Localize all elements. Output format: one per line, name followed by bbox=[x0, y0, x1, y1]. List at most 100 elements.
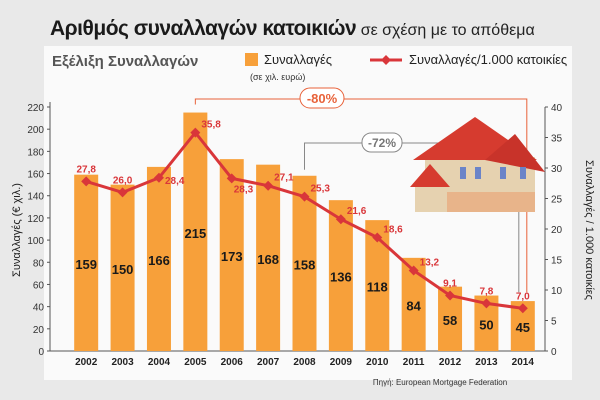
bar-value-label: 168 bbox=[257, 252, 279, 267]
bar bbox=[219, 159, 244, 351]
x-tick-label: 2012 bbox=[439, 357, 462, 368]
y-tick-label: 220 bbox=[27, 103, 44, 114]
bar-value-label: 50 bbox=[479, 317, 493, 332]
y-tick-label: 20 bbox=[33, 325, 45, 336]
line-value-label: 7,0 bbox=[516, 291, 530, 302]
bar-value-label: 158 bbox=[294, 257, 316, 272]
bar-value-label: 45 bbox=[516, 320, 530, 335]
chart-subtitle: Εξέλιξη Συναλλαγών bbox=[52, 53, 198, 70]
annotation-72-bracket bbox=[304, 142, 520, 293]
y-tick-label: 80 bbox=[33, 258, 45, 269]
y-tick-label: 60 bbox=[33, 280, 45, 291]
line-point bbox=[226, 173, 237, 184]
line-value-label: 13,2 bbox=[420, 257, 440, 268]
y-tick-label: 200 bbox=[27, 125, 44, 136]
line-point bbox=[517, 303, 528, 314]
x-tick-label: 2010 bbox=[366, 357, 389, 368]
house-illustration bbox=[410, 117, 545, 212]
x-tick-label: 2013 bbox=[475, 357, 498, 368]
line-point bbox=[408, 265, 419, 276]
bar-value-label: 84 bbox=[406, 298, 421, 313]
x-tick-label: 2014 bbox=[512, 357, 535, 368]
legend-line-marker bbox=[381, 55, 391, 65]
y2-tick-label: 40 bbox=[551, 103, 563, 114]
line-value-label: 35,8 bbox=[201, 120, 221, 131]
bar-value-label: 150 bbox=[112, 262, 134, 277]
x-tick-label: 2009 bbox=[330, 357, 353, 368]
y-axis-label: Συναλλαγές (€ χιλ.) bbox=[11, 183, 23, 277]
y2-tick-label: 5 bbox=[551, 317, 557, 328]
bar-value-label: 215 bbox=[184, 226, 206, 241]
line-point bbox=[190, 127, 201, 138]
line-point bbox=[153, 172, 164, 183]
y2-axis-label: Συναλλαγές / 1.000 κατοικίες bbox=[583, 160, 595, 300]
x-tick-label: 2011 bbox=[403, 357, 425, 368]
y2-tick-label: 10 bbox=[551, 286, 563, 297]
x-tick-label: 2003 bbox=[111, 357, 134, 368]
y2-tick-label: 20 bbox=[551, 225, 563, 236]
bar bbox=[183, 112, 208, 351]
line-value-label: 9,1 bbox=[443, 278, 457, 289]
line-point bbox=[81, 176, 92, 187]
y2-tick-label: 15 bbox=[551, 256, 563, 267]
y2-tick-label: 35 bbox=[551, 134, 563, 145]
y-tick-label: 40 bbox=[33, 303, 45, 314]
x-tick-label: 2005 bbox=[184, 357, 207, 368]
annotation-80-label: -80% bbox=[307, 91, 338, 106]
line-value-label: 21,6 bbox=[347, 206, 367, 217]
bar-value-label: 166 bbox=[148, 253, 170, 268]
y-tick-label: 160 bbox=[27, 170, 44, 181]
line-point bbox=[299, 191, 310, 202]
line-value-label: 27,1 bbox=[274, 173, 294, 184]
x-tick-label: 2007 bbox=[257, 357, 280, 368]
annotation-80-badge bbox=[299, 87, 345, 109]
legend-bar-note: (σε χιλ. ευρώ) bbox=[250, 72, 305, 82]
y-tick-label: 180 bbox=[27, 147, 44, 158]
line-value-label: 7,8 bbox=[479, 286, 493, 297]
y2-tick-label: 25 bbox=[551, 195, 563, 206]
y-tick-label: 100 bbox=[27, 236, 44, 247]
bar-value-label: 136 bbox=[330, 270, 352, 285]
bar bbox=[328, 200, 353, 351]
title-bold: Αριθμός συναλλαγών κατοικιών bbox=[50, 17, 357, 40]
line-point bbox=[263, 180, 274, 191]
title-rest: σε σχέση με το απόθεμα bbox=[360, 22, 535, 39]
bar bbox=[146, 166, 171, 351]
bar bbox=[74, 174, 99, 351]
source-note: Πηγή: European Mortgage Federation bbox=[373, 378, 507, 387]
line-point bbox=[335, 214, 346, 225]
annotation-72-label: -72% bbox=[368, 136, 396, 150]
y-tick-label: 120 bbox=[27, 214, 44, 225]
bar bbox=[292, 175, 317, 351]
line-value-label: 18,6 bbox=[383, 225, 403, 236]
line-value-label: 26,0 bbox=[113, 175, 133, 186]
x-tick-label: 2002 bbox=[75, 357, 98, 368]
chart-title: Αριθμός συναλλαγών κατοικιών σε σχέση με… bbox=[50, 17, 535, 41]
annotation-72-badge bbox=[361, 132, 403, 153]
line-value-label: 28,3 bbox=[234, 184, 254, 195]
line-value-label: 27,8 bbox=[76, 164, 96, 175]
bar-value-label: 173 bbox=[221, 249, 243, 264]
y-tick-label: 140 bbox=[27, 192, 44, 203]
legend-bar-swatch bbox=[245, 53, 258, 66]
x-tick-label: 2008 bbox=[293, 357, 316, 368]
bar bbox=[256, 164, 281, 351]
y2-tick-label: 0 bbox=[551, 347, 557, 358]
y-tick-label: 0 bbox=[38, 347, 44, 358]
legend-bar-label: Συναλλαγές bbox=[264, 52, 332, 67]
line-point bbox=[445, 290, 456, 301]
bar-value-label: 58 bbox=[443, 313, 457, 328]
line-point bbox=[117, 187, 128, 198]
x-tick-label: 2006 bbox=[221, 357, 244, 368]
line-value-label: 28,4 bbox=[165, 176, 185, 187]
line-value-label: 25,3 bbox=[311, 184, 331, 195]
bar-value-label: 118 bbox=[367, 280, 388, 295]
line-point bbox=[372, 232, 383, 243]
line-point bbox=[481, 298, 492, 309]
y2-tick-label: 30 bbox=[551, 164, 563, 175]
legend-line-label: Συναλλαγές/1.000 κατοικίες bbox=[409, 52, 567, 67]
bar bbox=[110, 184, 135, 351]
x-tick-label: 2004 bbox=[148, 357, 171, 368]
bar-value-label: 159 bbox=[75, 257, 97, 272]
